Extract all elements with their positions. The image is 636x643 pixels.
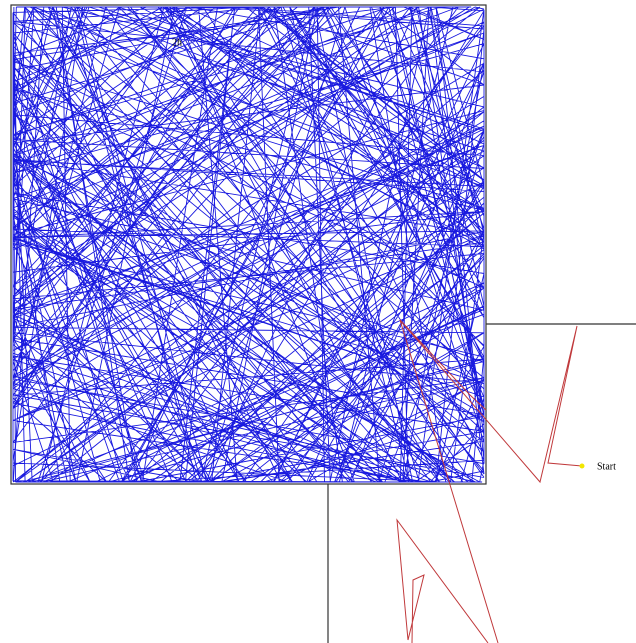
start-marker: [579, 463, 585, 469]
start-label: Start: [597, 461, 616, 472]
red-path: [396, 518, 489, 643]
dense-paths: [12, 6, 485, 483]
boundary-box: [10, 4, 487, 485]
corner-label: 2h: [172, 37, 182, 48]
red-path: [399, 319, 487, 411]
blue-path: [12, 6, 485, 483]
red-path: [399, 319, 583, 643]
